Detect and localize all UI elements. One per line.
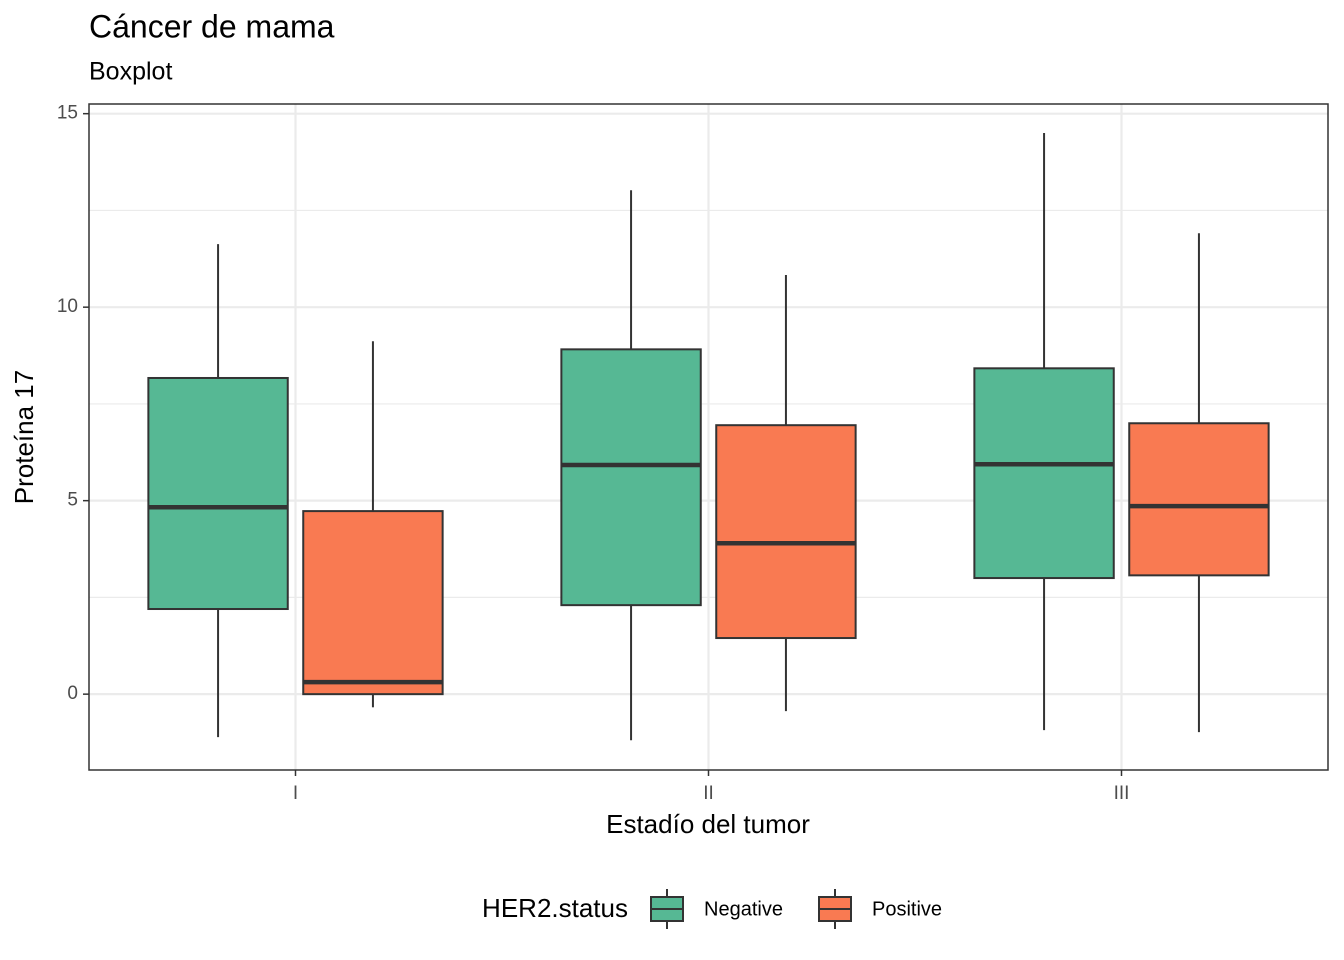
y-tick-label: 0 xyxy=(67,683,78,704)
x-tick-label: II xyxy=(703,783,714,804)
box-group xyxy=(147,244,289,738)
box xyxy=(147,376,289,611)
legend-label: Negative xyxy=(704,898,783,920)
box xyxy=(973,367,1115,580)
box xyxy=(715,424,857,640)
chart-title: Cáncer de mama xyxy=(89,8,335,44)
box-group xyxy=(1128,233,1270,733)
panel-border xyxy=(88,103,1329,771)
y-tick-label: 5 xyxy=(67,490,78,511)
x-tick-label: III xyxy=(1114,783,1130,804)
legend-title: HER2.status xyxy=(482,893,628,923)
y-axis-title: Proteína 17 xyxy=(9,370,39,504)
legend-label: Positive xyxy=(872,898,942,920)
x-axis-title: Estadío del tumor xyxy=(606,809,810,839)
box-group xyxy=(560,190,702,741)
box xyxy=(560,348,702,607)
chart-subtitle: Boxplot xyxy=(89,58,172,86)
y-tick-label: 15 xyxy=(57,103,78,124)
box xyxy=(1128,422,1270,577)
box-group xyxy=(715,275,857,712)
box xyxy=(302,510,444,696)
y-tick-label: 10 xyxy=(57,296,78,317)
box-group xyxy=(302,341,444,708)
x-tick-label: I xyxy=(293,783,298,804)
box-group xyxy=(973,133,1115,731)
